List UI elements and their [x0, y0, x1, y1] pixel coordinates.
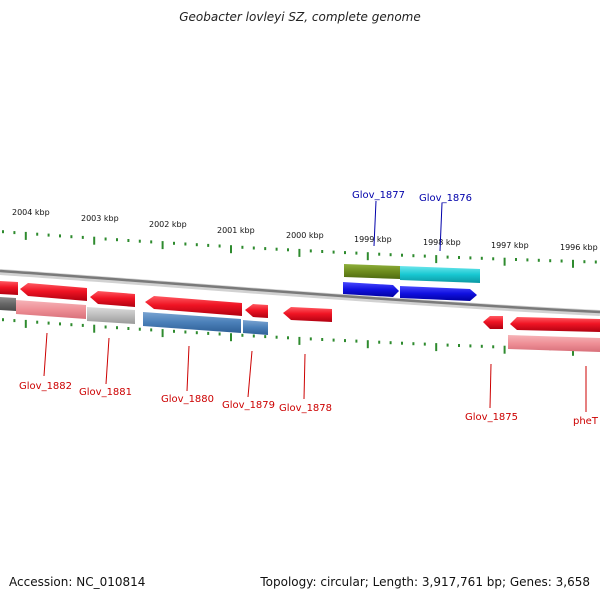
leader-line-glov-1877 [373, 200, 377, 247]
reverse-strand-features [0, 281, 600, 332]
gene-label-glov-1881[interactable]: Glov_1881 [79, 387, 132, 398]
scale-label: 2003 kbp [81, 214, 119, 223]
gene-feature-phet[interactable] [510, 317, 600, 332]
scale-labels: 2004 kbp 2003 kbp 2002 kbp 2001 kbp 2000… [12, 208, 598, 252]
gene-label-glov-1878[interactable]: Glov_1878 [279, 403, 332, 414]
scale-label: 2004 kbp [12, 208, 50, 217]
scale-ticks-inner [2, 318, 597, 356]
gene-feature-glov-1875[interactable] [483, 316, 503, 329]
gene-label-glov-1877[interactable]: Glov_1877 [352, 190, 405, 201]
gene-cog-glov-1882-end[interactable] [0, 297, 16, 311]
gene-feature-glov-1876[interactable] [400, 286, 477, 301]
leader-line-glov-1879 [247, 350, 253, 398]
gene-feature-glov-1876-upper[interactable] [400, 266, 480, 283]
scale-ticks-outer [2, 230, 597, 268]
scale-label: 1997 kbp [491, 241, 529, 250]
scale-label: 1996 kbp [560, 243, 598, 252]
gene-label-glov-1875[interactable]: Glov_1875 [465, 412, 518, 423]
gene-feature-glov-1877[interactable] [343, 282, 399, 297]
genome-backbone-line [0, 269, 600, 314]
forward-strand-features [343, 264, 480, 301]
gene-cog-glov-1879[interactable] [243, 320, 268, 335]
leader-line-glov-1881 [105, 337, 110, 385]
gene-feature-glov-1878[interactable] [283, 307, 332, 322]
gene-label-glov-1882[interactable]: Glov_1882 [19, 381, 72, 392]
gene-cog-glov-1880[interactable] [143, 312, 241, 333]
page-title: Geobacter lovleyi SZ, complete genome [179, 10, 421, 24]
gene-feature-glov-1879[interactable] [245, 304, 268, 318]
leader-line-glov-1882 [43, 332, 48, 377]
accession-text: Accession: NC_010814 [9, 575, 146, 589]
gene-cog-glov-1881[interactable] [87, 307, 135, 324]
leader-line-glov-1876 [439, 202, 443, 252]
topology-text: Topology: circular; Length: 3,917,761 bp… [260, 575, 590, 589]
leader-line-glov-1875 [489, 363, 492, 409]
gene-label-glov-1879[interactable]: Glov_1879 [222, 400, 275, 411]
leader-line-glov-1878 [303, 353, 306, 400]
gene-leader-lines [43, 200, 587, 412]
scale-label: 2002 kbp [149, 220, 187, 229]
scale-label: 2000 kbp [286, 231, 324, 240]
reverse-strand-cog-features [0, 297, 600, 352]
gene-label-phet[interactable]: pheT [573, 416, 599, 427]
gene-feature-glov-1882[interactable] [20, 283, 87, 301]
gene-feature-glov-1880[interactable] [145, 296, 242, 316]
gene-label-glov-1880[interactable]: Glov_1880 [161, 394, 214, 405]
scale-label: 1998 kbp [423, 238, 461, 247]
leader-line-glov-1880 [186, 345, 190, 392]
gene-feature-glov-1882-end[interactable] [0, 281, 18, 295]
gene-labels: Glov_1882 Glov_1881 Glov_1880 Glov_1879 … [19, 190, 599, 427]
gene-feature-glov-1881[interactable] [90, 291, 135, 307]
gene-cog-glov-1882[interactable] [16, 300, 86, 319]
gene-cog-phet[interactable] [508, 335, 600, 352]
scale-label: 1999 kbp [354, 235, 392, 244]
gene-label-glov-1876[interactable]: Glov_1876 [419, 193, 472, 204]
gene-feature-glov-1877-upper[interactable] [344, 264, 400, 279]
scale-label: 2001 kbp [217, 226, 255, 235]
